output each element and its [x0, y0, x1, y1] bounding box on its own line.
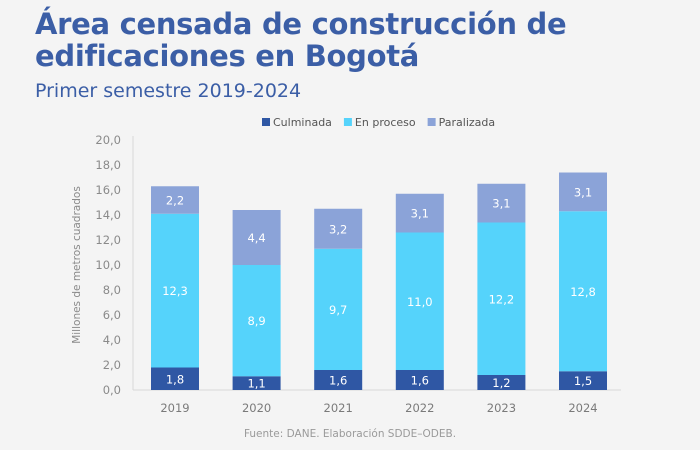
legend-swatch [343, 118, 352, 126]
y-tick-label: 8,0 [103, 283, 121, 297]
bar-segment [151, 213, 199, 368]
y-tick-label: 20,0 [95, 133, 121, 147]
bar-segment [151, 186, 199, 214]
legend-label: En proceso [355, 116, 416, 129]
data-label: 1,6 [411, 374, 429, 388]
bar-segment [559, 371, 607, 390]
x-tick-label: 2024 [568, 401, 597, 415]
y-tick-label: 0,0 [103, 383, 121, 397]
y-tick-label: 12,0 [95, 233, 121, 247]
data-label: 11,0 [407, 295, 433, 309]
legend-label: Culminada [273, 116, 332, 129]
y-tick-label: 14,0 [95, 208, 121, 222]
legend-label: Paralizada [439, 116, 496, 129]
y-tick-label: 16,0 [95, 183, 121, 197]
data-label: 1,6 [329, 374, 347, 388]
bar-segment [395, 232, 444, 370]
data-label: 4,4 [247, 231, 265, 245]
bar-segment [314, 248, 363, 370]
x-tick-label: 2020 [242, 401, 271, 415]
bar-segment [559, 211, 607, 372]
data-label: 3,1 [492, 197, 510, 211]
data-label: 3,2 [329, 222, 347, 236]
bar-segment [314, 370, 363, 390]
y-axis-title: Millones de metros cuadrados [71, 186, 83, 344]
bar-segment [395, 193, 444, 233]
bar-segment [477, 183, 526, 223]
bar-segment [477, 222, 526, 375]
bar-segment [477, 375, 526, 390]
x-tick-label: 2019 [160, 401, 189, 415]
bar-segment [232, 376, 281, 390]
bar-segment [314, 208, 363, 249]
x-tick-label: 2022 [405, 401, 434, 415]
data-label: 12,2 [489, 292, 515, 306]
bar-segment [151, 367, 199, 390]
chart-title-line2: edificaciones en Bogotá [35, 39, 420, 73]
bar-segment [232, 265, 281, 377]
data-label: 1,1 [247, 377, 265, 391]
data-label: 1,5 [574, 374, 592, 388]
x-tick-label: 2023 [487, 401, 516, 415]
chart-title: Área censada de construcción de edificac… [35, 7, 567, 73]
y-tick-label: 4,0 [103, 333, 121, 347]
data-label: 12,8 [570, 285, 596, 299]
legend-swatch [262, 118, 270, 126]
bar-segment [232, 210, 281, 265]
data-label: 8,9 [247, 314, 265, 328]
chart-title-line1: Área censada de construcción de [35, 7, 567, 41]
y-tick-label: 6,0 [103, 308, 121, 322]
y-tick-label: 2,0 [103, 358, 121, 372]
bar-segment [559, 172, 607, 212]
bar-segment [395, 370, 444, 390]
data-label: 1,2 [492, 376, 510, 390]
data-label: 3,1 [574, 185, 592, 199]
data-label: 9,7 [329, 303, 347, 317]
y-tick-label: 18,0 [95, 158, 121, 172]
x-tick-label: 2021 [324, 401, 353, 415]
data-label: 12,3 [162, 284, 188, 298]
source-note: Fuente: DANE. Elaboración SDDE–ODEB. [243, 428, 457, 440]
data-label: 2,2 [166, 194, 184, 208]
legend-swatch [427, 118, 436, 126]
data-label: 1,8 [166, 372, 184, 386]
y-tick-label: 10,0 [95, 258, 121, 272]
chart-subtitle: Primer semestre 2019-2024 [35, 80, 302, 102]
data-label: 3,1 [411, 207, 429, 221]
